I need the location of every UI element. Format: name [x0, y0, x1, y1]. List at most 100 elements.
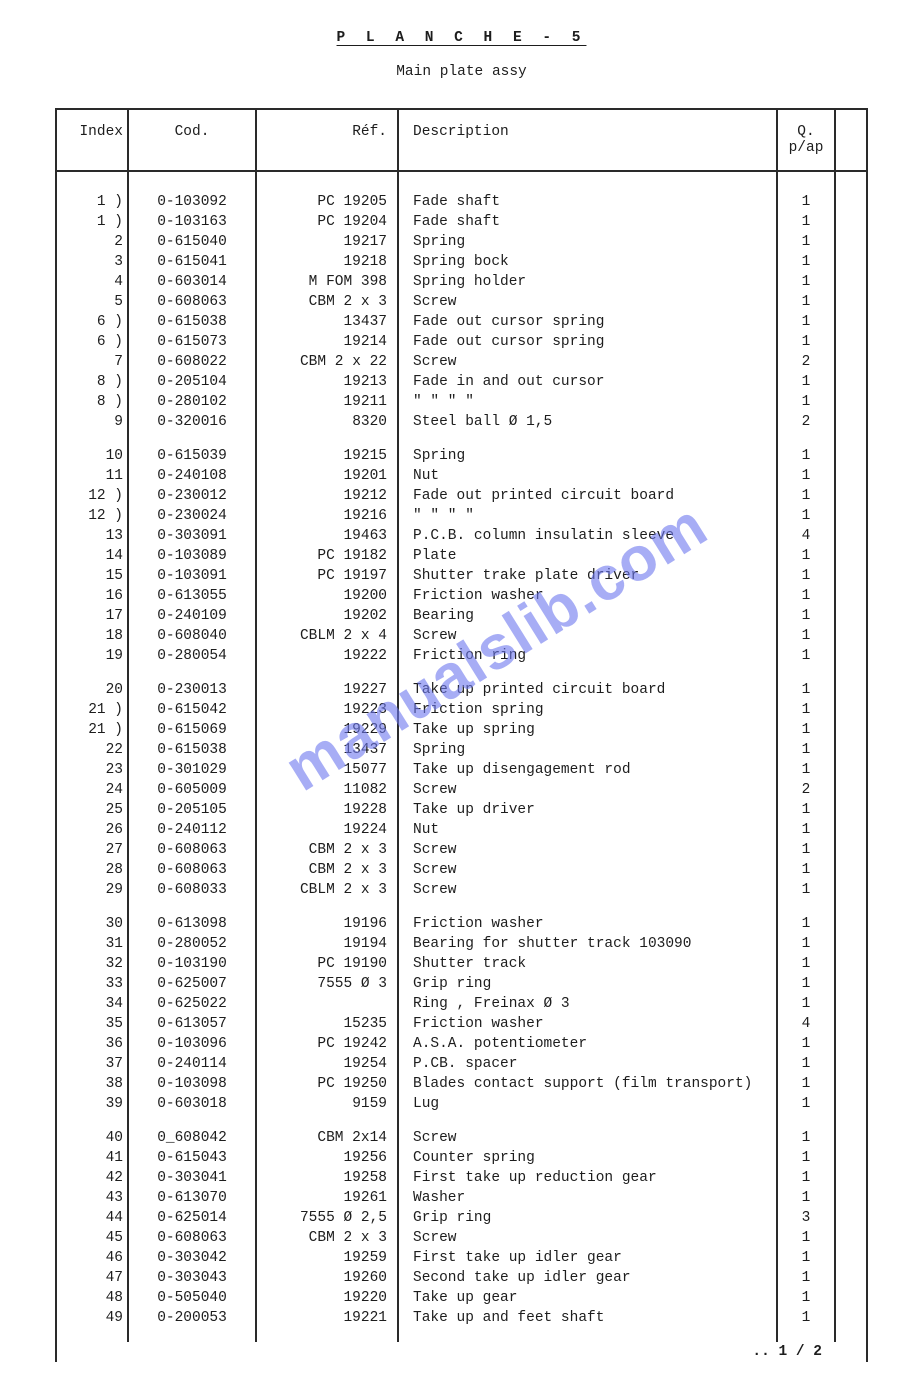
table-cell: 19227: [256, 680, 398, 700]
table-cell: 37: [56, 1054, 128, 1074]
parts-table-body: 1 )0-103092PC 19205Fade shaft11 )0-10316…: [56, 171, 867, 1362]
table-cell: 0-103190: [128, 954, 256, 974]
table-cell: [835, 232, 867, 252]
table-cell: [835, 954, 867, 974]
table-cell: 12 ): [56, 486, 128, 506]
table-cell: 1: [777, 840, 835, 860]
table-cell: 0-625022: [128, 994, 256, 1014]
col-header-desc: Description: [398, 109, 777, 171]
table-cell: CBLM 2 x 4: [256, 626, 398, 646]
table-cell: Ring , Freinax Ø 3: [398, 994, 777, 1014]
table-cell: 1: [777, 914, 835, 934]
table-cell: PC 19190: [256, 954, 398, 974]
table-cell: [835, 192, 867, 212]
table-cell: [835, 974, 867, 994]
table-cell: 19216: [256, 506, 398, 526]
table-cell: [835, 914, 867, 934]
table-cell: 19224: [256, 820, 398, 840]
table-row: 190-28005419222Friction ring1: [56, 646, 867, 666]
table-row: 130-30309119463P.C.B. column insulatin s…: [56, 526, 867, 546]
table-cell: 0-240112: [128, 820, 256, 840]
table-cell: 12 ): [56, 506, 128, 526]
table-cell: 19: [56, 646, 128, 666]
table-cell: Shutter track: [398, 954, 777, 974]
table-row: 400_608042CBM 2x14Screw1: [56, 1128, 867, 1148]
table-row: 6 )0-61507319214Fade out cursor spring1: [56, 332, 867, 352]
table-cell: [835, 820, 867, 840]
table-cell: Grip ring: [398, 974, 777, 994]
table-cell: Spring: [398, 740, 777, 760]
table-cell: 0-613070: [128, 1188, 256, 1208]
table-row: 380-103098PC 19250Blades contact support…: [56, 1074, 867, 1094]
table-cell: 19223: [256, 700, 398, 720]
table-cell: [835, 466, 867, 486]
table-cell: 48: [56, 1288, 128, 1308]
table-cell: 19217: [256, 232, 398, 252]
table-cell: 1: [777, 606, 835, 626]
table-cell: 1: [777, 680, 835, 700]
table-cell: [835, 446, 867, 466]
table-cell: 46: [56, 1248, 128, 1268]
table-cell: First take up idler gear: [398, 1248, 777, 1268]
table-cell: CBLM 2 x 3: [256, 880, 398, 900]
table-cell: Screw: [398, 1128, 777, 1148]
table-row: 40-603014M FOM 398Spring holder1: [56, 272, 867, 292]
table-cell: PC 19197: [256, 566, 398, 586]
table-row: 200-23001319227Take up printed circuit b…: [56, 680, 867, 700]
table-cell: Friction ring: [398, 646, 777, 666]
table-cell: 1: [777, 372, 835, 392]
table-cell: 0-103092: [128, 192, 256, 212]
table-cell: 0-615040: [128, 232, 256, 252]
table-cell: 11: [56, 466, 128, 486]
table-cell: 19194: [256, 934, 398, 954]
table-cell: 0-505040: [128, 1288, 256, 1308]
table-cell: 45: [56, 1228, 128, 1248]
table-row: 8 )0-20510419213Fade in and out cursor1: [56, 372, 867, 392]
table-cell: [835, 292, 867, 312]
table-cell: Fade in and out cursor: [398, 372, 777, 392]
table-cell: Friction washer: [398, 914, 777, 934]
table-cell: 44: [56, 1208, 128, 1228]
table-cell: 1: [777, 700, 835, 720]
table-cell: 18: [56, 626, 128, 646]
table-cell: 19200: [256, 586, 398, 606]
table-cell: 0-625007: [128, 974, 256, 994]
table-cell: 19202: [256, 606, 398, 626]
table-cell: 3: [56, 252, 128, 272]
table-cell: 0-103089: [128, 546, 256, 566]
table-cell: 1: [777, 934, 835, 954]
table-cell: 47: [56, 1268, 128, 1288]
table-cell: 35: [56, 1014, 128, 1034]
table-cell: 0-240114: [128, 1054, 256, 1074]
table-row: 1 )0-103092PC 19205Fade shaft1: [56, 192, 867, 212]
table-cell: 0-603014: [128, 272, 256, 292]
table-cell: [835, 272, 867, 292]
table-cell: 1: [777, 646, 835, 666]
table-cell: [835, 1308, 867, 1328]
table-cell: 0-613055: [128, 586, 256, 606]
table-cell: 1: [777, 880, 835, 900]
table-cell: 10: [56, 446, 128, 466]
table-cell: [835, 1014, 867, 1034]
table-cell: [835, 1128, 867, 1148]
table-cell: 4: [777, 1014, 835, 1034]
table-cell: 1: [777, 626, 835, 646]
table-cell: 0-230012: [128, 486, 256, 506]
table-cell: Screw: [398, 860, 777, 880]
table-cell: 4: [777, 526, 835, 546]
table-cell: [835, 1188, 867, 1208]
table-cell: 0-280054: [128, 646, 256, 666]
table-row: 6 )0-61503813437Fade out cursor spring1: [56, 312, 867, 332]
table-cell: 4: [56, 272, 128, 292]
table-cell: 0-615043: [128, 1148, 256, 1168]
table-row: 460-30304219259First take up idler gear1: [56, 1248, 867, 1268]
col-header-cod: Cod.: [128, 109, 256, 171]
table-cell: 13437: [256, 740, 398, 760]
table-cell: 0-205105: [128, 800, 256, 820]
parts-table: Index Cod. Réf. Description Q. p/ap 1 )0…: [55, 108, 868, 1362]
table-cell: 33: [56, 974, 128, 994]
table-cell: Bearing for shutter track 103090: [398, 934, 777, 954]
table-row: 30-61504119218Spring bock1: [56, 252, 867, 272]
table-row: 260-24011219224Nut1: [56, 820, 867, 840]
table-cell: 9: [56, 412, 128, 432]
